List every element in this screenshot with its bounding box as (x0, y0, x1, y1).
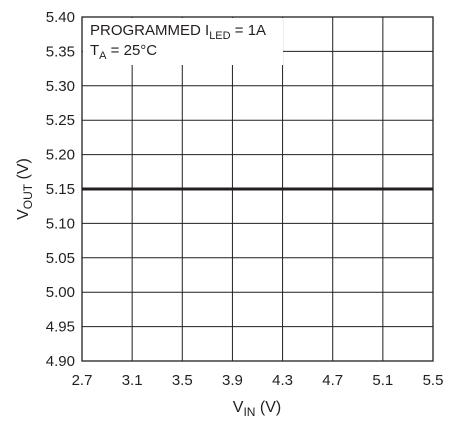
annotation-line-2: TA = 25°C (90, 42, 157, 62)
y-tick-label: 5.10 (46, 215, 75, 232)
x-tick-label: 4.7 (322, 372, 343, 389)
annotation-line-1: PROGRAMMED ILED = 1A (90, 22, 266, 42)
y-axis-label: VOUT (V) (15, 158, 35, 220)
y-tick-label: 5.20 (46, 147, 75, 164)
y-tick-label: 4.95 (46, 319, 75, 336)
y-tick-label: 5.30 (46, 78, 75, 95)
x-tick-label: 3.1 (122, 372, 143, 389)
x-tick-label: 2.7 (72, 372, 93, 389)
y-tick-label: 5.25 (46, 112, 75, 129)
y-tick-label: 5.40 (46, 9, 75, 26)
x-tick-label: 3.9 (222, 372, 243, 389)
x-tick-label: 3.5 (172, 372, 193, 389)
y-tick-label: 4.90 (46, 353, 75, 370)
y-tick-label: 5.05 (46, 250, 75, 267)
y-tick-label: 5.35 (46, 43, 75, 60)
x-tick-label: 4.3 (272, 372, 293, 389)
x-tick-label: 5.1 (372, 372, 393, 389)
y-tick-labels: 5.40 5.35 5.30 5.25 5.20 5.15 5.10 5.05 5.00 4.95… (46, 9, 75, 370)
plot-frame (81, 16, 434, 362)
y-tick-label: 5.00 (46, 284, 75, 301)
x-axis-label: VIN (V) (233, 399, 281, 419)
annotation-box (83, 18, 283, 65)
y-tick-label: 5.15 (46, 181, 75, 198)
x-tick-label: 5.5 (423, 372, 444, 389)
x-tick-labels: 2.7 3.1 3.5 3.9 4.3 4.7 5.1 5.5 (72, 372, 444, 389)
